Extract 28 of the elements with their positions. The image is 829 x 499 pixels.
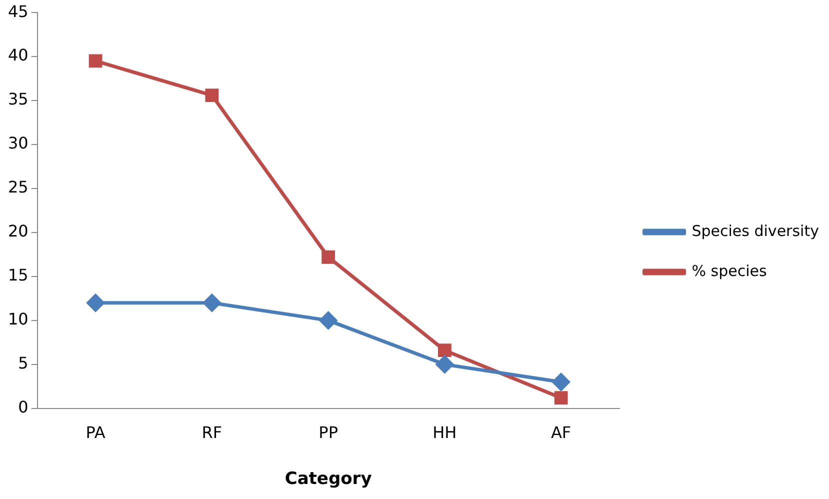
point xyxy=(320,312,338,330)
point xyxy=(205,88,219,102)
point xyxy=(436,356,454,374)
x-axis-title: Category xyxy=(284,469,372,490)
x-tick-label: HH xyxy=(432,423,457,442)
point xyxy=(554,391,568,405)
y-tick-label: 45 xyxy=(8,2,28,21)
y-tick-label: 40 xyxy=(8,46,28,65)
point xyxy=(322,250,336,264)
point xyxy=(203,294,221,312)
x-tick-label: AF xyxy=(550,423,572,442)
point xyxy=(88,54,102,68)
legend-label: % species xyxy=(692,262,767,280)
y-tick-label: 30 xyxy=(8,134,28,153)
y-tick-label: 5 xyxy=(18,354,28,373)
y-tick-label: 35 xyxy=(8,90,28,109)
point xyxy=(438,344,452,358)
y-tick-label: 15 xyxy=(8,266,28,285)
y-tick-label: 20 xyxy=(8,222,28,241)
point xyxy=(552,373,570,391)
x-tick-label: RF xyxy=(202,423,222,442)
x-tick-label: PA xyxy=(86,423,106,442)
x-tick-label: PP xyxy=(318,423,338,442)
y-tick-label: 0 xyxy=(18,398,28,417)
y-tick-label: 25 xyxy=(8,178,28,197)
legend-label: Species diversity xyxy=(692,222,820,240)
y-tick-label: 10 xyxy=(8,310,28,329)
point xyxy=(86,294,104,312)
